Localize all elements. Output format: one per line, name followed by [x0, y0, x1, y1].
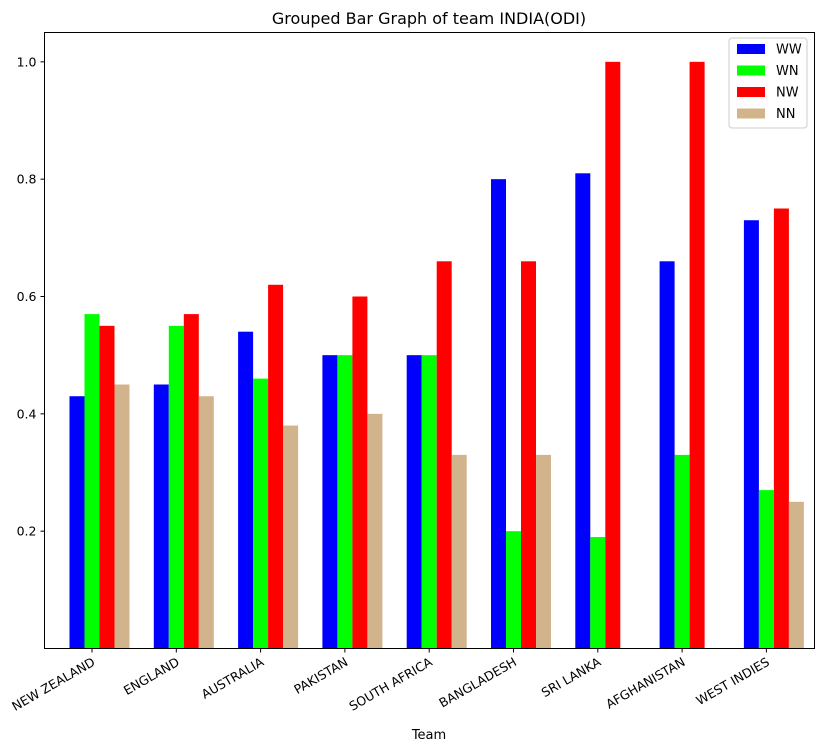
legend: WW WN NW NN: [728, 37, 808, 129]
chart-title: Grouped Bar Graph of team INDIA(ODI): [272, 9, 586, 28]
bar-wn-west-indies: [758, 490, 774, 649]
legend-swatch-nw: [737, 87, 765, 97]
bar-nw-west-indies: [773, 208, 789, 649]
x-tick-label: AFGHANISTAN: [603, 654, 688, 711]
bar-nw-sri-lanka: [605, 61, 621, 649]
bar-nn-australia: [283, 425, 299, 649]
legend-swatch-wn: [737, 65, 765, 76]
y-tick-label: 0.4: [17, 406, 37, 421]
bar-nw-england: [183, 314, 199, 649]
y-axis: 0.2 0.4 0.6 0.8 1.0: [17, 54, 45, 539]
bar-wn-australia: [253, 378, 269, 649]
x-tick-label: AUSTRALIA: [199, 654, 267, 702]
bar-wn-new-zealand: [84, 314, 100, 649]
legend-box: [728, 37, 808, 129]
bar-ww-bangladesh: [491, 179, 506, 649]
bars-group: [69, 61, 804, 649]
bar-nn-new-zealand: [114, 384, 130, 649]
x-axis: NEW ZEALAND ENGLAND AUSTRALIA PAKISTANSOUTH…: [9, 648, 772, 714]
x-tick-label: ENGLAND: [121, 654, 182, 698]
bar-nn-england: [198, 396, 214, 649]
y-tick-label: 0.6: [17, 289, 37, 304]
bar-wn-south-africa: [421, 355, 437, 649]
bar-ww-new-zealand: [69, 396, 85, 649]
legend-label-nw: NW: [776, 86, 799, 101]
bar-ww-pakistan: [322, 355, 338, 649]
bar-nw-australia: [268, 284, 284, 649]
bar-ww-sri-lanka: [575, 173, 591, 649]
x-tick-label: NEW ZEALAND: [9, 654, 97, 714]
x-tick-label: SOUTH AFRICA: [346, 654, 435, 714]
bar-nw-bangladesh: [521, 261, 536, 649]
bar-wn-pakistan: [337, 355, 353, 649]
bar-ww-south-africa: [406, 355, 422, 649]
legend-label-ww: WW: [776, 43, 802, 58]
bar-nw-afghanistan: [689, 61, 705, 649]
x-tick-label: PAKISTAN: [291, 654, 350, 697]
bar-nn-bangladesh: [536, 454, 551, 649]
bar-wn-afghanistan: [674, 454, 690, 649]
bar-ww-afghanistan: [659, 261, 675, 649]
legend-label-wn: WN: [776, 64, 799, 79]
bar-nw-pakistan: [352, 296, 368, 649]
bar-nn-south-africa: [451, 454, 467, 649]
legend-label-nn: NN: [776, 107, 795, 122]
bar-wn-sri-lanka: [590, 537, 606, 649]
bar-nw-new-zealand: [99, 325, 115, 649]
bar-wn-england: [168, 325, 184, 649]
legend-swatch-nn: [737, 108, 765, 119]
bar-nn-west-indies: [788, 501, 804, 649]
x-tick-label: SRI LANKA: [539, 654, 604, 700]
bar-ww-england: [153, 384, 169, 649]
y-tick-label: 0.2: [17, 524, 37, 539]
bar-wn-bangladesh: [506, 531, 521, 649]
x-axis-label: Team: [411, 728, 446, 743]
x-tick-label: WEST INDIES: [693, 654, 772, 708]
y-tick-label: 1.0: [17, 54, 37, 69]
bar-ww-west-indies: [743, 220, 759, 649]
y-tick-label: 0.8: [17, 172, 37, 187]
bar-nw-south-africa: [436, 261, 452, 649]
bar-ww-australia: [238, 331, 254, 649]
x-tick-label: BANGLADESH: [436, 654, 519, 710]
bar-nn-pakistan: [367, 413, 383, 649]
legend-swatch-ww: [737, 44, 765, 54]
